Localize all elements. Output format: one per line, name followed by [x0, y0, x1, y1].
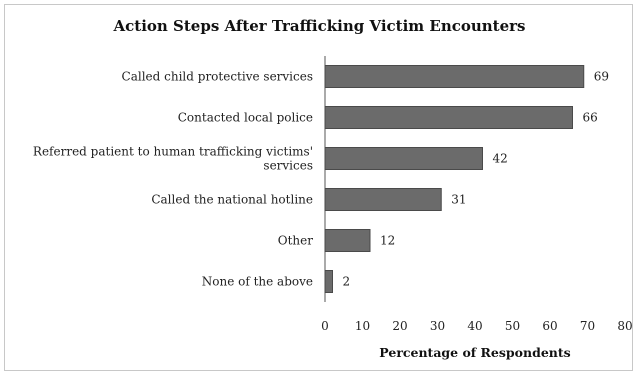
data-label: 12: [380, 234, 395, 248]
data-label: 2: [343, 275, 351, 289]
bar: [324, 270, 333, 293]
x-tick-label: 40: [467, 319, 482, 333]
bar: [324, 188, 442, 211]
data-label: 42: [493, 152, 508, 166]
bar: [324, 229, 371, 252]
data-label: 31: [451, 193, 466, 207]
chart-title: Action Steps After Trafficking Victim En…: [113, 17, 526, 35]
category-label: services: [263, 159, 313, 173]
x-tick-label: 30: [430, 319, 445, 333]
category-label: Called the national hotline: [151, 193, 313, 207]
data-label: 66: [583, 111, 598, 125]
bar: [324, 65, 585, 88]
category-label: Other: [278, 234, 313, 248]
category-label: Contacted local police: [178, 111, 313, 125]
bar: [324, 147, 483, 170]
bar: [324, 106, 573, 129]
x-tick-label: 20: [392, 319, 407, 333]
x-tick-label: 50: [505, 319, 520, 333]
category-label: Called child protective services: [122, 70, 313, 84]
data-label: 69: [594, 70, 609, 84]
x-tick-label: 10: [355, 319, 370, 333]
chart-bars: [324, 65, 585, 293]
chart-labels: 0 10 20 30 40 50 60 70 80 69 Called child protecti…: [33, 70, 633, 334]
x-axis-label: Percentage of Respondents: [379, 345, 571, 360]
x-tick-label: 70: [580, 319, 595, 333]
x-tick-label: 80: [617, 319, 632, 333]
category-label: None of the above: [202, 275, 313, 289]
category-label: Referred patient to human trafficking vi…: [33, 145, 313, 159]
x-tick-label: 60: [542, 319, 557, 333]
x-tick-label: 0: [321, 319, 329, 333]
